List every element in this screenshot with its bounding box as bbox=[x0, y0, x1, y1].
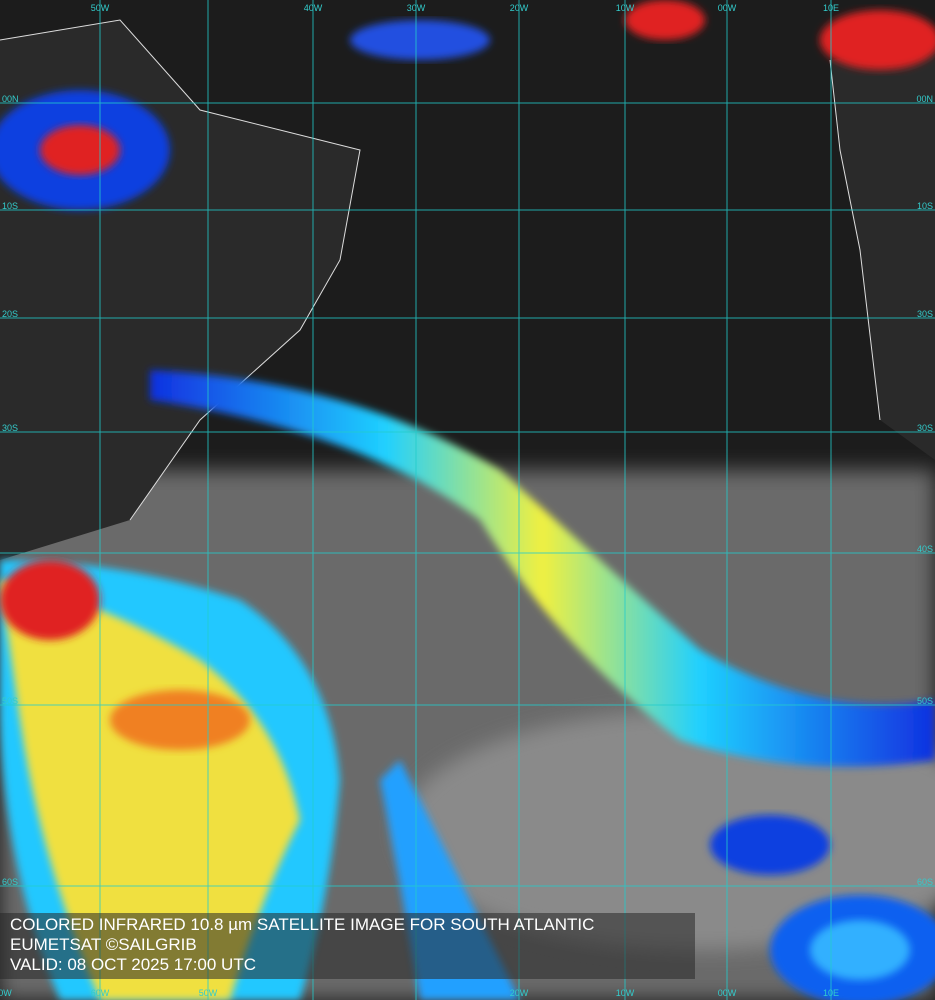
lat-label: 30S bbox=[917, 309, 933, 319]
lon-label: 10E bbox=[823, 988, 839, 998]
lon-label: 60W bbox=[91, 988, 110, 998]
lon-label: 0W bbox=[0, 988, 12, 998]
lat-label: 50S bbox=[917, 696, 933, 706]
lon-label: 20W bbox=[510, 988, 529, 998]
caption-line: EUMETSAT ©SAILGRIB bbox=[10, 935, 197, 954]
caption: COLORED INFRARED 10.8 µm SATELLITE IMAGE… bbox=[0, 913, 695, 979]
caption-line: VALID: 08 OCT 2025 17:00 UTC bbox=[10, 955, 256, 974]
lat-label: 40S bbox=[917, 544, 933, 554]
lat-label: 00N bbox=[916, 94, 933, 104]
caption-line: COLORED INFRARED 10.8 µm SATELLITE IMAGE… bbox=[10, 915, 595, 934]
lat-label: 10S bbox=[2, 201, 18, 211]
lat-label: 30S bbox=[917, 423, 933, 433]
lon-label: 10W bbox=[616, 988, 635, 998]
lon-label: 50W bbox=[91, 3, 110, 13]
lat-label: 20S bbox=[2, 309, 18, 319]
lat-label: 60S bbox=[917, 877, 933, 887]
lon-label: 40W bbox=[304, 3, 323, 13]
lat-label: 10S bbox=[917, 201, 933, 211]
lon-label: 30W bbox=[407, 3, 426, 13]
lon-label: 10W bbox=[616, 3, 635, 13]
lat-label: 30S bbox=[2, 423, 18, 433]
lon-label: 20W bbox=[510, 3, 529, 13]
lon-label: 10E bbox=[823, 3, 839, 13]
lat-label: 00N bbox=[2, 94, 19, 104]
lat-label: 60S bbox=[2, 877, 18, 887]
lon-label: 00W bbox=[718, 988, 737, 998]
lon-label: 50W bbox=[199, 988, 218, 998]
lat-label: 50S bbox=[2, 696, 18, 706]
lon-label: 00W bbox=[718, 3, 737, 13]
